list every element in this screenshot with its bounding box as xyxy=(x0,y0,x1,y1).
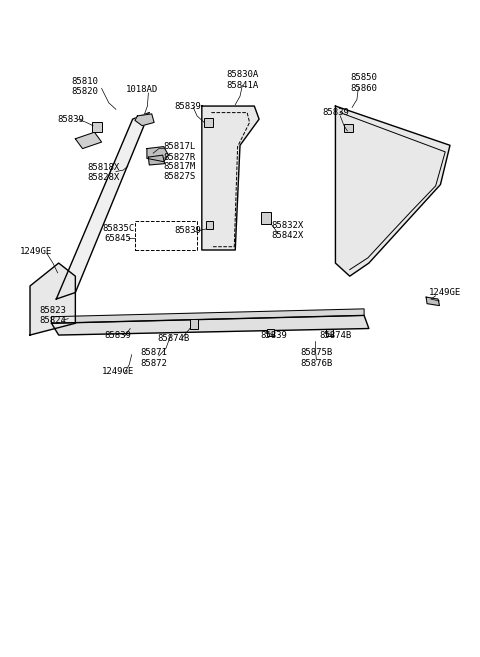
Polygon shape xyxy=(147,147,168,162)
Bar xyxy=(267,328,275,336)
Bar xyxy=(205,221,213,229)
Polygon shape xyxy=(51,309,364,323)
Bar xyxy=(326,328,333,336)
Polygon shape xyxy=(135,114,154,125)
Text: 85835C
65845: 85835C 65845 xyxy=(102,224,134,243)
Polygon shape xyxy=(148,155,165,165)
Text: 85810
85820: 85810 85820 xyxy=(72,77,98,96)
Text: 1018AD: 1018AD xyxy=(126,85,158,94)
Bar xyxy=(344,124,353,132)
Text: 85839: 85839 xyxy=(174,102,201,110)
Polygon shape xyxy=(202,106,259,250)
Text: 85817M
85827S: 85817M 85827S xyxy=(164,162,196,181)
Text: 85830A
85841A: 85830A 85841A xyxy=(226,70,259,89)
Bar xyxy=(190,319,198,328)
Polygon shape xyxy=(56,112,149,299)
Polygon shape xyxy=(75,132,102,148)
Text: 85823
85824: 85823 85824 xyxy=(39,306,66,325)
Polygon shape xyxy=(30,263,75,335)
Text: 85850
85860: 85850 85860 xyxy=(351,74,377,93)
Text: 85839: 85839 xyxy=(57,115,84,124)
Bar xyxy=(135,221,197,250)
Bar xyxy=(262,212,271,224)
Text: 85871
85872: 85871 85872 xyxy=(141,348,168,368)
Text: 85875B
85876B: 85875B 85876B xyxy=(300,348,333,368)
Polygon shape xyxy=(426,297,440,306)
Text: 85839: 85839 xyxy=(174,226,201,235)
Text: 85817L
85827R: 85817L 85827R xyxy=(164,142,196,162)
Bar xyxy=(204,118,213,127)
Text: 85818X
85828X: 85818X 85828X xyxy=(88,163,120,183)
Text: 85832X
85842X: 85832X 85842X xyxy=(272,221,304,240)
Text: 1249GE: 1249GE xyxy=(102,367,134,376)
Text: 85839: 85839 xyxy=(105,330,132,340)
Text: 85874B: 85874B xyxy=(157,334,189,343)
Bar xyxy=(92,122,102,132)
Polygon shape xyxy=(51,315,369,335)
Polygon shape xyxy=(336,106,450,276)
Text: 85839: 85839 xyxy=(322,108,349,117)
Text: 1249GE: 1249GE xyxy=(20,247,52,256)
Text: 1249GE: 1249GE xyxy=(429,288,461,297)
Text: 85874B: 85874B xyxy=(319,330,351,340)
Text: 85839: 85839 xyxy=(260,330,287,340)
